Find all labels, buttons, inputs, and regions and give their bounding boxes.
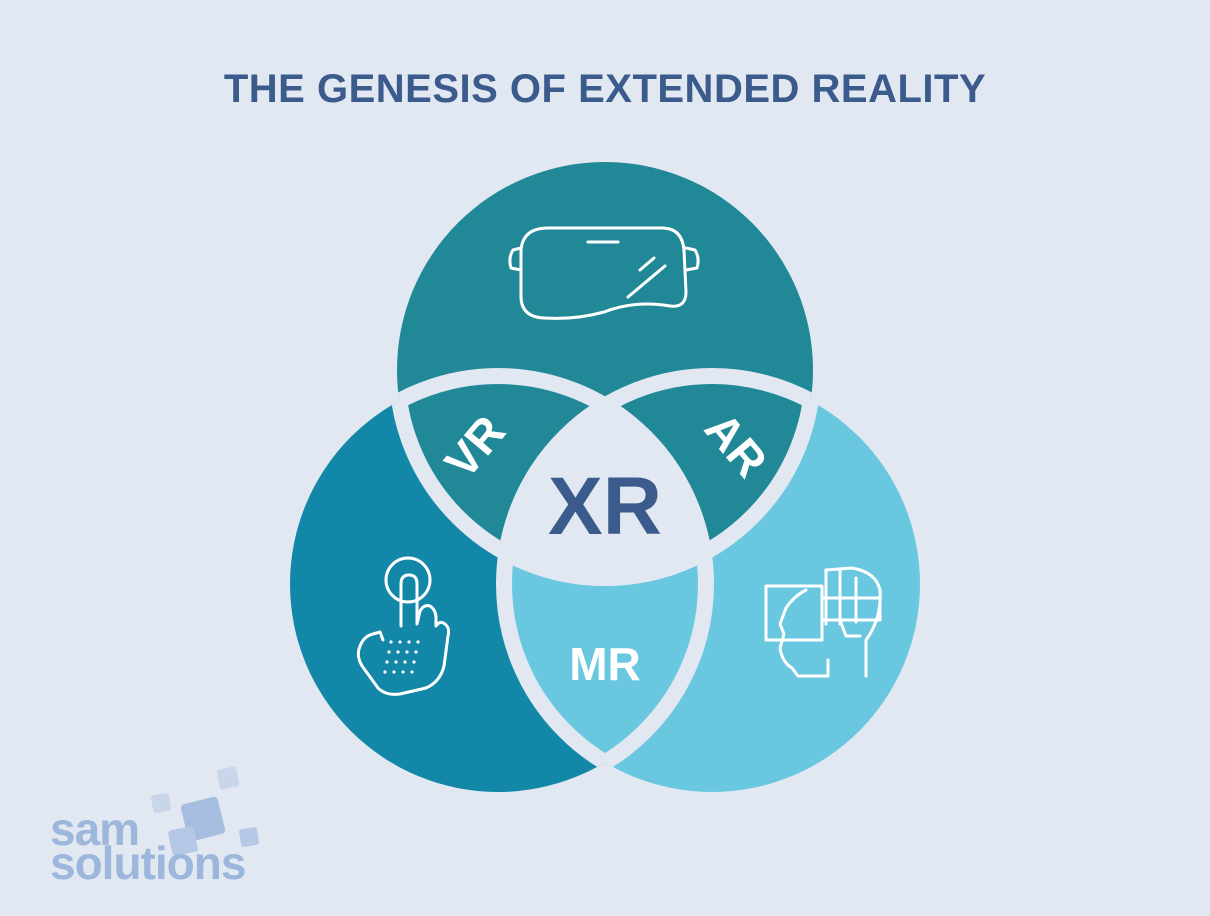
logo-solutions: solutions xyxy=(50,837,245,889)
right-circle-outline-in-left xyxy=(496,376,706,792)
logo-squares xyxy=(151,766,259,856)
hand-dots-pattern xyxy=(383,640,420,674)
page-title: THE GENESIS OF EXTENDED REALITY xyxy=(224,67,986,111)
vr-headset-icon xyxy=(508,226,700,320)
logo-sam: sam xyxy=(50,803,139,855)
touch-hand-icon xyxy=(356,556,451,696)
left-circle-outline-in-top xyxy=(397,368,714,578)
xr-center-region xyxy=(500,376,706,578)
right-circle-outline-in-top xyxy=(496,368,813,578)
left-circle-outline-in-right xyxy=(504,376,714,792)
sam-solutions-logo: sam solutions xyxy=(50,766,259,889)
mr-label: MR xyxy=(569,638,641,690)
xr-label: XR xyxy=(548,461,662,552)
vr-top-circle xyxy=(397,162,813,578)
ar-headset-head-icon xyxy=(764,566,882,678)
